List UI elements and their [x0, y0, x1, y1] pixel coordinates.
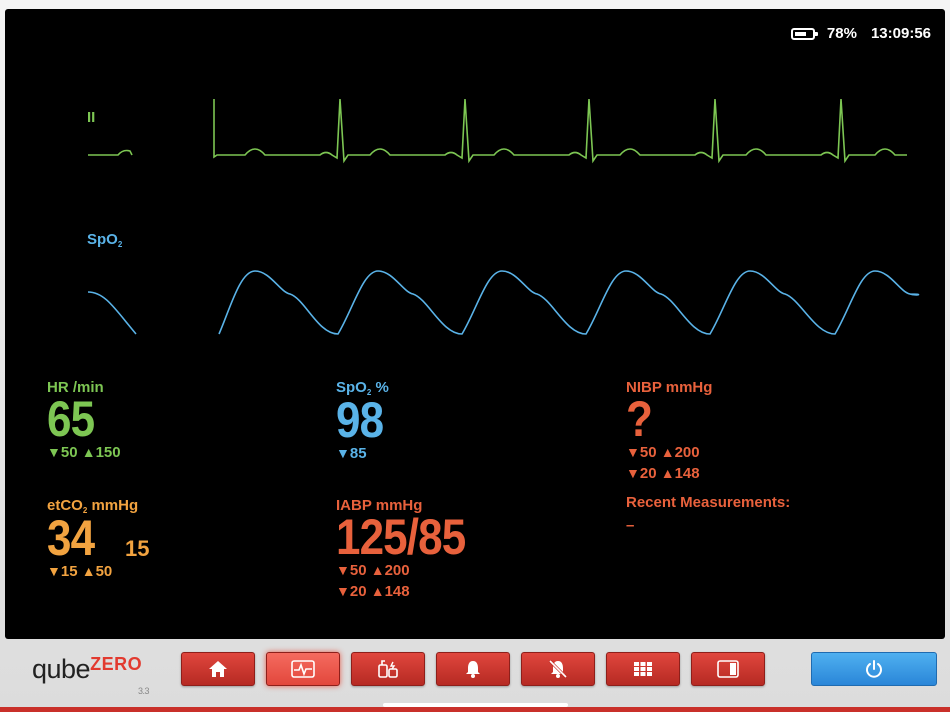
iabp-title: IABP mmHg	[336, 497, 423, 514]
hr-value: 65	[47, 391, 95, 447]
spo2-pleth-waveform	[87, 270, 920, 335]
brand-logo: qubeZERO 3.3	[32, 654, 150, 696]
nibp-sys-limits: ▼50 ▲200	[626, 444, 700, 461]
bottom-accent-bar	[0, 707, 950, 712]
ecg-waveform	[88, 98, 907, 164]
spo2-value: 98	[336, 392, 384, 448]
etco2-title: etCO2 mmHg	[47, 497, 139, 515]
grid-menu-icon	[634, 662, 652, 676]
hr-title: HR /min	[47, 379, 104, 396]
power-button[interactable]	[811, 652, 937, 686]
high-limit-icon: ▲	[81, 444, 96, 460]
nibp-dia-limits: ▼20 ▲148	[626, 465, 700, 482]
alarm-mute-icon	[548, 659, 568, 679]
spo2-limits: ▼85	[336, 445, 367, 462]
hr-parameter[interactable]: HR /min 65 ▼50 ▲150	[47, 379, 121, 463]
nibp-parameter[interactable]: NIBP mmHg ? ▼50 ▲200 ▼20 ▲148 Recent Mea…	[626, 379, 790, 534]
etco2-parameter[interactable]: etCO2 mmHg 34 ▼15 ▲50	[47, 497, 138, 582]
spo2-wave-label: SpO2	[87, 231, 123, 249]
etco2-respiratory-rate: 15	[125, 536, 150, 561]
nibp-value: ?	[626, 391, 653, 447]
iabp-parameter[interactable]: IABP mmHg 125/85 ▼50 ▲200 ▼20 ▲148	[336, 497, 483, 602]
layout-button[interactable]	[691, 652, 765, 686]
alarm-mute-button[interactable]	[521, 652, 595, 686]
iabp-value: 125/85	[336, 509, 466, 565]
battery-percent: 78%	[826, 25, 857, 42]
nibp-title: NIBP mmHg	[626, 379, 713, 396]
version-label: 3.3	[138, 686, 150, 696]
status-bar: 78% 13:09:56	[790, 25, 931, 42]
etco2-limits: ▼15 ▲50	[47, 563, 113, 580]
battery-icon	[790, 27, 818, 40]
iabp-sys-limits: ▼50 ▲200	[336, 562, 410, 579]
low-limit-icon: ▼	[47, 444, 61, 460]
panel-layout-icon	[717, 660, 739, 678]
spo2-title: SpO2 %	[336, 379, 389, 397]
defibrillator-button[interactable]	[351, 652, 425, 686]
clock-time: 13:09:56	[870, 25, 931, 42]
home-button[interactable]	[181, 652, 255, 686]
spo2-parameter[interactable]: SpO2 % 98 ▼85	[336, 379, 390, 464]
home-indicator	[383, 703, 568, 707]
power-icon	[866, 660, 882, 678]
menu-button[interactable]	[606, 652, 680, 686]
low-limit-icon: ▼	[336, 445, 350, 461]
ecg-lead-label: II	[87, 109, 96, 126]
recent-measurements-value: –	[626, 517, 635, 534]
bottom-toolbar: qubeZERO 3.3	[0, 640, 950, 712]
vitals-button[interactable]	[266, 652, 340, 686]
vitals-waveform-icon	[291, 660, 315, 678]
monitor-screen: 78% 13:09:56 II SpO2 HR /min 65 ▼50 ▲150…	[5, 9, 945, 639]
recent-measurements-title: Recent Measurements:	[626, 494, 791, 511]
alarm-button[interactable]	[436, 652, 510, 686]
alarm-bell-icon	[466, 661, 480, 678]
iabp-dia-limits: ▼20 ▲148	[336, 583, 410, 600]
home-icon	[209, 661, 227, 677]
etco2-value: 34	[47, 510, 95, 566]
waveform-area	[87, 98, 920, 335]
defibrillator-icon	[378, 660, 398, 678]
hr-limits: ▼50 ▲150	[47, 444, 121, 461]
